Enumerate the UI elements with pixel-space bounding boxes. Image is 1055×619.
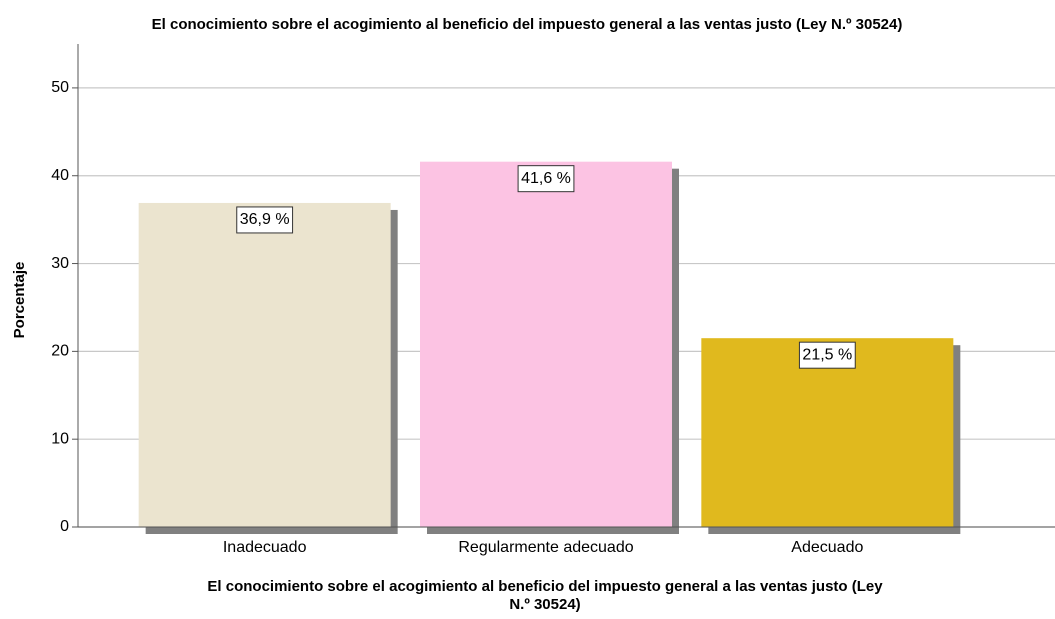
- value-label-box: [798, 341, 856, 369]
- y-tick-label: 40: [51, 167, 69, 184]
- chart-title: El conocimiento sobre el acogimiento al …: [152, 16, 903, 33]
- bar: [420, 161, 672, 527]
- x-axis-title: N.º 30524): [509, 596, 580, 613]
- x-tick-label: Adecuado: [791, 539, 863, 556]
- x-tick-label: Inadecuado: [223, 539, 307, 556]
- x-axis-title: El conocimiento sobre el acogimiento al …: [207, 578, 883, 595]
- y-tick-label: 20: [51, 343, 69, 360]
- y-tick-label: 30: [51, 255, 69, 272]
- y-tick-label: 10: [51, 430, 69, 447]
- x-tick-label: Regularmente adecuado: [458, 539, 633, 556]
- value-label: 36,9 %: [240, 211, 290, 228]
- value-label: 21,5 %: [802, 346, 852, 363]
- value-label-box: [517, 165, 575, 193]
- y-tick-label: 0: [60, 518, 69, 535]
- bar: [138, 202, 391, 527]
- value-label-box: [236, 206, 294, 234]
- bar: [701, 338, 954, 527]
- value-label: 41,6 %: [521, 170, 571, 187]
- y-axis-title: Porcentaje: [11, 262, 28, 339]
- y-tick-label: 50: [51, 79, 69, 96]
